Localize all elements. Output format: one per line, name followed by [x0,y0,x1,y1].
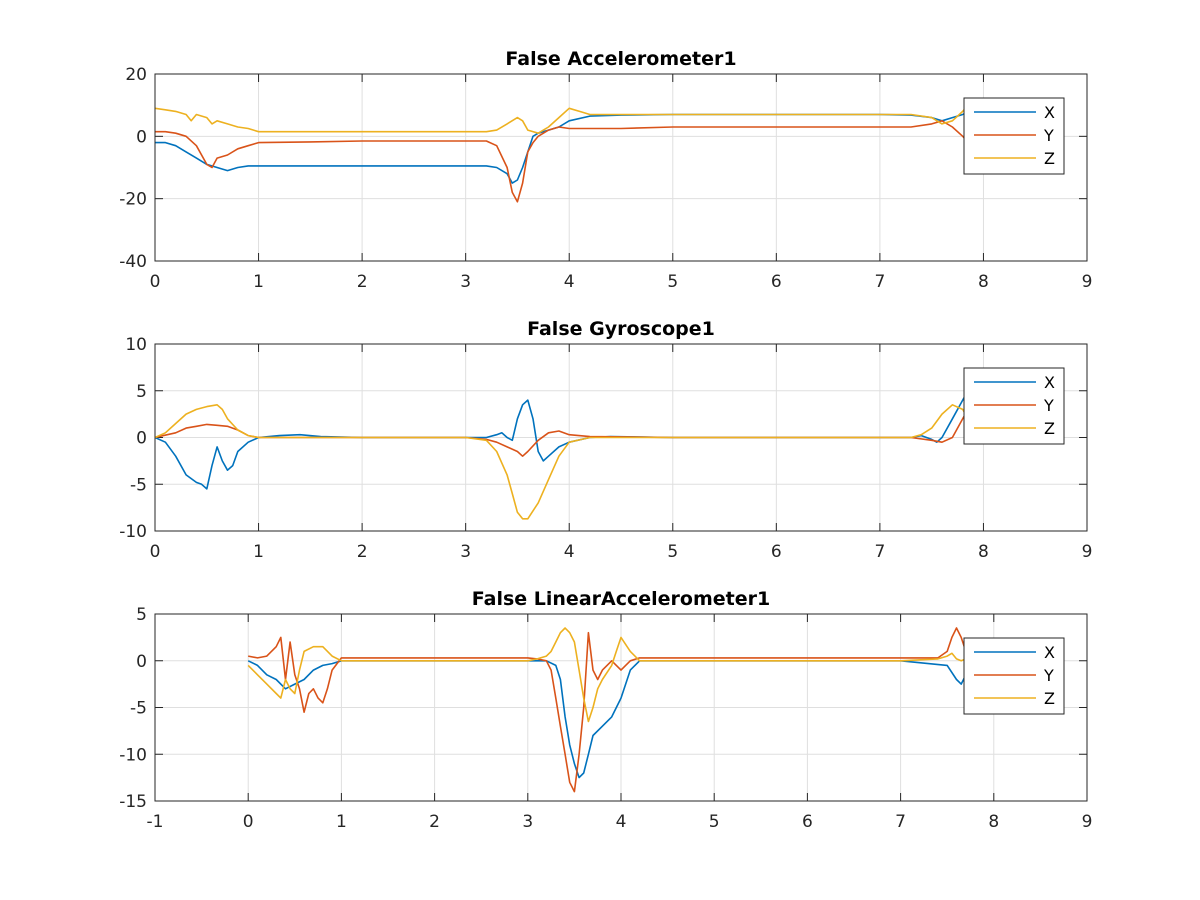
y-tick-label: 20 [125,65,147,85]
legend-label: Z [1044,419,1055,438]
y-tick-label: -20 [119,190,147,210]
x-tick-label: 1 [253,542,264,562]
series-group [247,627,972,793]
x-tick-label: 9 [1082,272,1093,292]
x-tick-label: 5 [709,812,720,832]
x-tick-label: 2 [429,812,440,832]
y-tick-label: 5 [136,605,147,625]
series-line-z [155,104,969,134]
axes-frame [154,343,1088,532]
y-tick-label: 10 [125,335,147,355]
x-tick-label: 6 [802,812,813,832]
x-tick-label: 8 [988,812,999,832]
y-tick-label: 0 [136,429,147,449]
legend-label: Y [1043,396,1054,415]
x-tick-label: 0 [150,272,161,292]
legend: XYZ [963,637,1065,715]
x-tick-label: 6 [771,272,782,292]
x-tick-label: 4 [616,812,627,832]
x-tick-label: -1 [147,812,164,832]
x-tick-label: 4 [564,272,575,292]
y-tick-label: 5 [136,382,147,402]
y-tick-label: -40 [119,252,147,272]
y-tick-label: 0 [136,652,147,672]
x-tick-label: 6 [771,542,782,562]
x-tick-label: 8 [978,272,989,292]
x-tick-label: 7 [895,812,906,832]
y-tick-label: -5 [130,699,147,719]
y-tick-label: -5 [130,475,147,495]
x-tick-label: 2 [357,272,368,292]
y-tick-label: -15 [119,792,147,812]
axes-frame [154,73,1088,262]
series-line-z [247,627,971,723]
legend: XYZ [963,367,1065,445]
legend-box [963,637,1065,715]
x-tick-label: 5 [667,272,678,292]
y-tick-label: -10 [119,522,147,542]
axes-frame [154,613,1088,802]
subplot-title: False Accelerometer1 [505,48,736,70]
series-group [155,390,969,520]
subplot-1: 0 1 2 3 4 5 6 7 8 9 -40 -20 0 20 False Accelerometer1 X… [119,48,1092,292]
x-tick-label: 7 [874,542,885,562]
series-group [155,104,969,203]
series-line-y [248,627,972,793]
legend-label: X [1044,373,1055,392]
subplot-title: False LinearAccelerometer1 [472,588,770,610]
x-tick-label: 9 [1082,542,1093,562]
x-tick-label: 3 [460,272,471,292]
y-tick-label: 0 [136,127,147,147]
x-tick-label: 2 [357,542,368,562]
series-line-y [155,120,969,203]
legend-box [963,97,1065,175]
legend: XYZ [963,97,1065,175]
legend-label: Z [1044,689,1055,708]
axes-background [155,74,1087,261]
x-tick-label: 5 [667,542,678,562]
legend-label: Z [1044,149,1055,168]
x-tick-label: 1 [336,812,347,832]
x-tick-label: 8 [978,542,989,562]
subplot-2: 0 1 2 3 4 5 6 7 8 9 -10 -5 0 5 10 False Gyroscope1 XYZ [119,318,1092,562]
legend-box [963,367,1065,445]
x-tick-label: 0 [150,542,161,562]
x-tick-label: 3 [522,812,533,832]
x-tick-label: 1 [253,272,264,292]
legend-label: X [1044,643,1055,662]
x-tick-label: 7 [874,272,885,292]
legend-label: Y [1043,666,1054,685]
series-line-z [155,403,969,520]
x-tick-label: 4 [564,542,575,562]
legend-label: Y [1043,126,1054,145]
subplot-title: False Gyroscope1 [527,318,715,340]
x-tick-label: 0 [243,812,254,832]
y-tick-label: -10 [119,745,147,765]
x-tick-label: 9 [1082,812,1093,832]
legend-label: X [1044,103,1055,122]
x-tick-label: 3 [460,542,471,562]
